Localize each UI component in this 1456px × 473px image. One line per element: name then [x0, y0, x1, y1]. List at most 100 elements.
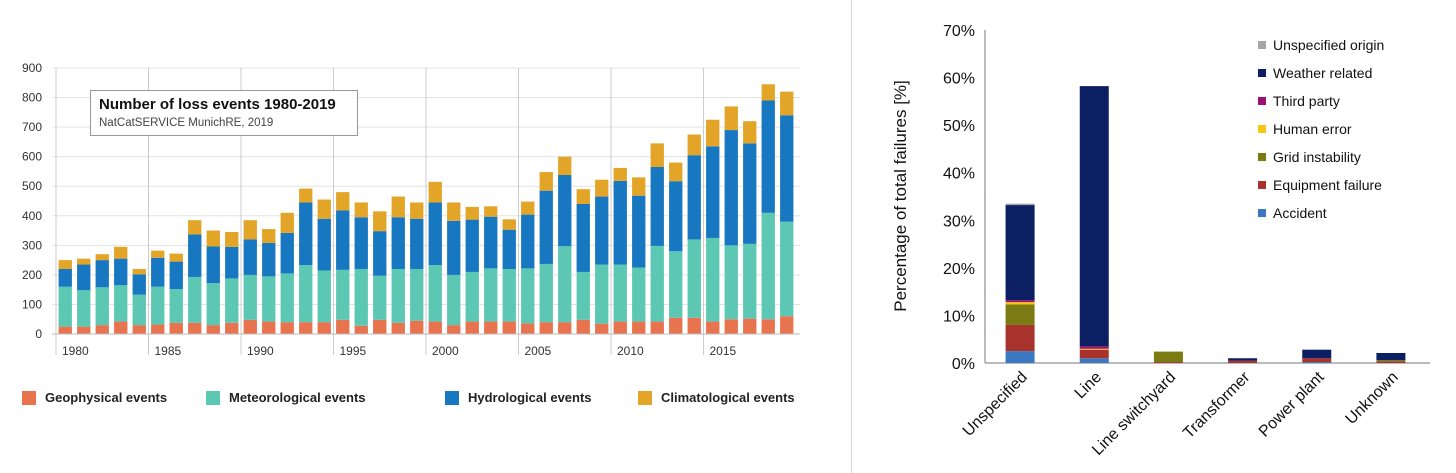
bar-segment-meteorological-events — [336, 269, 350, 320]
bar-segment-meteorological-events — [58, 286, 72, 327]
bar-segment-meteorological-events — [613, 264, 627, 322]
bar-segment-meteorological-events — [280, 273, 294, 323]
bar-segment-climatological-events — [262, 229, 276, 243]
bar-segment-meteorological-events — [780, 221, 794, 317]
legend-label: Unspecified origin — [1273, 37, 1385, 53]
bar-segment-equipment-failure — [1228, 360, 1258, 363]
bar-segment-hydrological-events — [761, 100, 775, 213]
bar-segment-weather-related — [1376, 353, 1406, 361]
bar-segment-climatological-events — [428, 181, 442, 203]
bar-segment-geophysical-events — [613, 321, 627, 334]
bar-segment-hydrological-events — [447, 220, 461, 275]
bar-segment-meteorological-events — [743, 243, 757, 319]
legend-label: Weather related — [1273, 65, 1373, 81]
bar-segment-geophysical-events — [447, 325, 461, 334]
bar-segment-grid-instability — [1153, 351, 1183, 363]
bar-segment-hydrological-events — [780, 115, 794, 222]
bar-segment-meteorological-events — [317, 270, 331, 323]
bar-segment-hydrological-events — [95, 260, 109, 288]
chart-subtitle: NatCatSERVICE MunichRE, 2019 — [99, 117, 274, 129]
bar-segment-geophysical-events — [354, 325, 368, 334]
bar-segment-hydrological-events — [502, 229, 516, 269]
bar-segment-equipment-failure — [1005, 324, 1035, 352]
bar-segment-geophysical-events — [780, 316, 794, 334]
x-tick-label: 1995 — [340, 344, 367, 358]
bar-segment-hydrological-events — [206, 246, 220, 284]
bar-segment-geophysical-events — [280, 322, 294, 334]
y-tick-label: 900 — [22, 61, 42, 75]
bar-segment-geophysical-events — [391, 322, 405, 334]
y-tick-label: 200 — [22, 268, 42, 282]
bar-segment-meteorological-events — [484, 268, 498, 322]
legend-swatch — [22, 390, 36, 405]
bar-segment-hydrological-events — [687, 155, 701, 240]
bar-segment-meteorological-events — [188, 276, 202, 323]
bar-segment-geophysical-events — [650, 321, 664, 334]
legend-swatch — [1258, 97, 1266, 105]
y-tick-label: 70% — [943, 23, 975, 40]
bar-segment-hydrological-events — [669, 181, 683, 252]
legend-swatch — [638, 390, 652, 405]
bar-segment-meteorological-events — [114, 285, 128, 322]
legend-label: Geophysical events — [45, 390, 168, 405]
bar-segment-meteorological-events — [558, 246, 572, 323]
bar-segment-meteorological-events — [706, 237, 720, 322]
y-tick-label: 30% — [943, 213, 975, 230]
bar-segment-meteorological-events — [132, 294, 146, 326]
bar-segment-geophysical-events — [336, 319, 350, 334]
bar-segment-climatological-events — [188, 220, 202, 235]
bar-segment-meteorological-events — [761, 212, 775, 320]
bar-segment-weather-related — [1005, 205, 1035, 301]
bar-segment-equipment-failure — [1079, 349, 1109, 359]
legend-swatch — [1258, 69, 1266, 77]
bar-segment-meteorological-events — [243, 274, 257, 320]
bar-segment-hydrological-events — [465, 219, 479, 272]
y-tick-label: 60% — [943, 71, 975, 88]
bar-segment-meteorological-events — [521, 268, 535, 324]
x-tick-label: 1985 — [155, 344, 182, 358]
bar-segment-climatological-events — [632, 177, 646, 196]
bar-segment-meteorological-events — [95, 287, 109, 326]
bar-segment-hydrological-events — [410, 218, 424, 269]
bar-segment-hydrological-events — [391, 217, 405, 269]
legend-label: Grid instability — [1273, 149, 1361, 165]
bar-segment-climatological-events — [558, 156, 572, 175]
legend-swatch — [1258, 125, 1266, 133]
bar-segment-geophysical-events — [206, 325, 220, 334]
bar-segment-climatological-events — [336, 192, 350, 211]
bar-segment-hydrological-events — [484, 216, 498, 269]
bar-segment-hydrological-events — [77, 264, 91, 291]
bar-segment-climatological-events — [761, 84, 775, 101]
legend-item: Equipment failure — [1258, 177, 1382, 193]
bar-segment-climatological-events — [706, 119, 720, 147]
bar-segment-geophysical-events — [243, 319, 257, 334]
bar-segment-human-error — [1005, 302, 1035, 305]
bar-segment-climatological-events — [299, 188, 313, 203]
bar-segment-meteorological-events — [502, 268, 516, 322]
bar-segment-geophysical-events — [317, 322, 331, 334]
bar-segment-geophysical-events — [484, 321, 498, 334]
bar-segment-weather-related — [1228, 358, 1258, 361]
bar-segment-meteorological-events — [262, 276, 276, 322]
legend-item: Climatological events — [638, 390, 795, 405]
bar-segment-climatological-events — [225, 232, 239, 247]
bar-segment-geophysical-events — [77, 326, 91, 334]
bar-segment-geophysical-events — [558, 322, 572, 334]
bar-segment-hydrological-events — [613, 180, 627, 265]
bar-segment-geophysical-events — [169, 322, 183, 334]
bar-segment-geophysical-events — [521, 323, 535, 334]
bar-segment-hydrological-events — [317, 218, 331, 271]
bar-segment-geophysical-events — [576, 319, 590, 334]
bar-segment-geophysical-events — [225, 322, 239, 334]
bar-segment-meteorological-events — [687, 239, 701, 318]
bar-segment-hydrological-events — [188, 234, 202, 277]
bar-segment-meteorological-events — [151, 286, 165, 325]
bar-segment-meteorological-events — [169, 289, 183, 323]
y-tick-label: 700 — [22, 120, 42, 134]
bar-segment-climatological-events — [521, 201, 535, 215]
legend-label: Climatological events — [661, 390, 795, 405]
bar-segment-geophysical-events — [188, 322, 202, 334]
bar-segment-grid-instability — [1376, 360, 1406, 362]
y-tick-label: 50% — [943, 118, 975, 135]
